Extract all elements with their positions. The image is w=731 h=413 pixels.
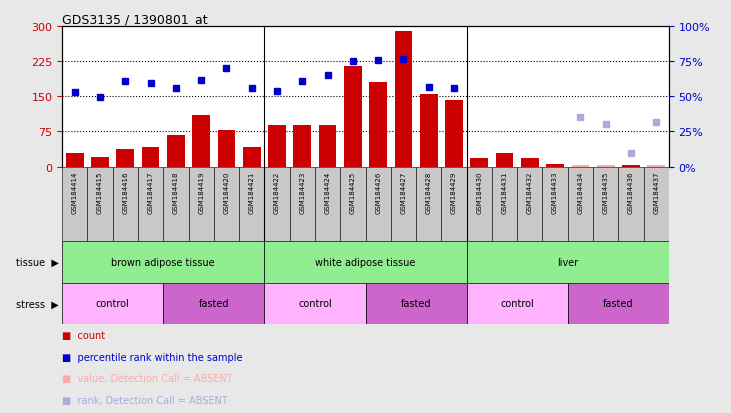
Bar [218,131,235,167]
Text: GSM184429: GSM184429 [451,171,457,213]
Text: GSM184433: GSM184433 [552,171,558,214]
Bar [366,167,391,242]
Text: GSM184418: GSM184418 [173,171,179,214]
Bar [88,167,113,242]
Bar [116,150,135,167]
Text: tissue  ▶: tissue ▶ [15,257,58,267]
Bar [265,242,466,283]
Text: GSM184422: GSM184422 [274,171,280,213]
Bar [416,167,442,242]
Bar [167,135,185,167]
Bar [643,167,669,242]
Text: GSM184437: GSM184437 [654,171,659,214]
Text: GSM184419: GSM184419 [198,171,204,214]
Bar [62,283,163,324]
Text: GSM184432: GSM184432 [527,171,533,213]
Text: GSM184423: GSM184423 [299,171,306,213]
Bar [265,167,289,242]
Bar [344,66,362,167]
Bar [369,83,387,167]
Text: brown adipose tissue: brown adipose tissue [111,257,215,267]
Bar [420,95,438,167]
Text: liver: liver [557,257,578,267]
Text: ■  count: ■ count [62,330,105,340]
Bar [622,166,640,167]
Bar [391,167,416,242]
Text: control: control [96,299,129,309]
Text: GSM184424: GSM184424 [325,171,330,213]
Bar [466,283,568,324]
Bar [518,167,542,242]
Bar [542,167,568,242]
Text: GDS3135 / 1390801_at: GDS3135 / 1390801_at [62,13,208,26]
Bar [618,167,643,242]
Text: GSM184415: GSM184415 [97,171,103,213]
Bar [466,167,492,242]
Bar [62,167,88,242]
Text: GSM184421: GSM184421 [249,171,254,213]
Text: GSM184428: GSM184428 [425,171,432,213]
Bar [91,158,109,167]
Bar [471,159,488,167]
Bar [315,167,340,242]
Bar [568,283,669,324]
Bar [572,166,589,167]
Bar [568,167,593,242]
Text: GSM184435: GSM184435 [602,171,609,213]
Bar [521,159,539,167]
Text: GSM184420: GSM184420 [224,171,230,213]
Bar [265,283,366,324]
Bar [142,147,159,167]
Text: control: control [298,299,332,309]
Bar [466,242,669,283]
Text: GSM184427: GSM184427 [401,171,406,213]
Bar [163,167,189,242]
Bar [496,153,513,167]
Text: ■  percentile rank within the sample: ■ percentile rank within the sample [62,352,243,362]
Text: GSM184431: GSM184431 [501,171,507,214]
Text: GSM184434: GSM184434 [577,171,583,213]
Bar [239,167,265,242]
Text: GSM184430: GSM184430 [477,171,482,214]
Text: ■  rank, Detection Call = ABSENT: ■ rank, Detection Call = ABSENT [62,395,228,405]
Bar [293,126,311,167]
Text: GSM184436: GSM184436 [628,171,634,214]
Bar [268,126,286,167]
Text: GSM184426: GSM184426 [375,171,381,213]
Bar [395,31,412,167]
Bar [138,167,163,242]
Text: fasted: fasted [401,299,431,309]
Text: control: control [500,299,534,309]
Text: GSM184416: GSM184416 [122,171,129,214]
Text: fasted: fasted [603,299,634,309]
Text: fasted: fasted [199,299,229,309]
Bar [546,165,564,167]
Bar [648,166,665,167]
Bar [243,147,260,167]
Bar [319,126,336,167]
Bar [340,167,366,242]
Bar [492,167,518,242]
Bar [213,167,239,242]
Bar [62,242,265,283]
Bar [593,167,618,242]
Bar [442,167,466,242]
Text: ■  value, Detection Call = ABSENT: ■ value, Detection Call = ABSENT [62,373,232,383]
Text: GSM184417: GSM184417 [148,171,154,214]
Bar [445,100,463,167]
Bar [163,283,265,324]
Bar [66,153,83,167]
Text: white adipose tissue: white adipose tissue [315,257,416,267]
Text: stress  ▶: stress ▶ [16,299,58,309]
Bar [113,167,138,242]
Bar [192,116,210,167]
Bar [289,167,315,242]
Bar [366,283,466,324]
Bar [189,167,213,242]
Text: GSM184414: GSM184414 [72,171,77,213]
Text: GSM184425: GSM184425 [350,171,356,213]
Bar [596,166,615,167]
